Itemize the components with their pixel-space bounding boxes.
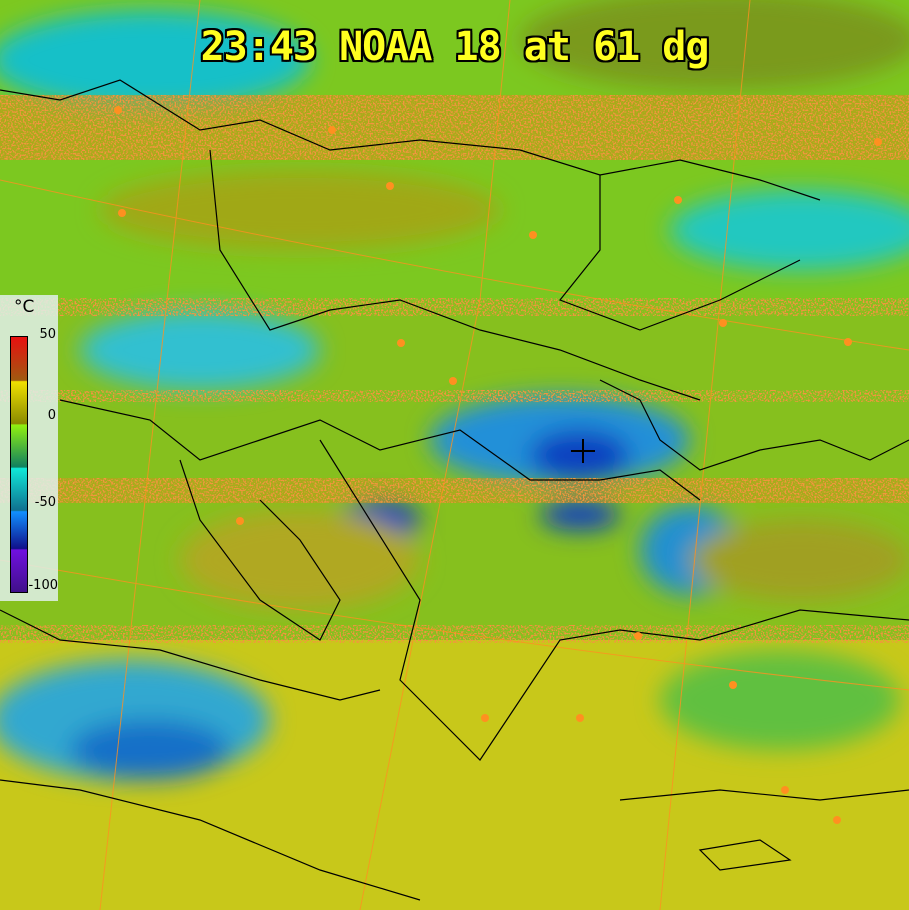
city-markers [114,106,882,824]
legend-tick: -100 [28,578,58,593]
cloud-areas [0,0,909,780]
pass-title: 23:43 NOAA 18 at 61 dg [200,24,710,70]
legend-colorbar [10,336,28,593]
country-borders [0,79,909,901]
legend-tick: 0 [47,408,56,423]
noise-bands [0,95,909,643]
temperature-legend: °C 50 0 -50 -100 [0,295,58,601]
legend-unit: °C [14,297,35,317]
crosshair-icon [571,439,595,463]
legend-tick: 50 [39,327,56,342]
legend-tick: -50 [34,495,56,510]
